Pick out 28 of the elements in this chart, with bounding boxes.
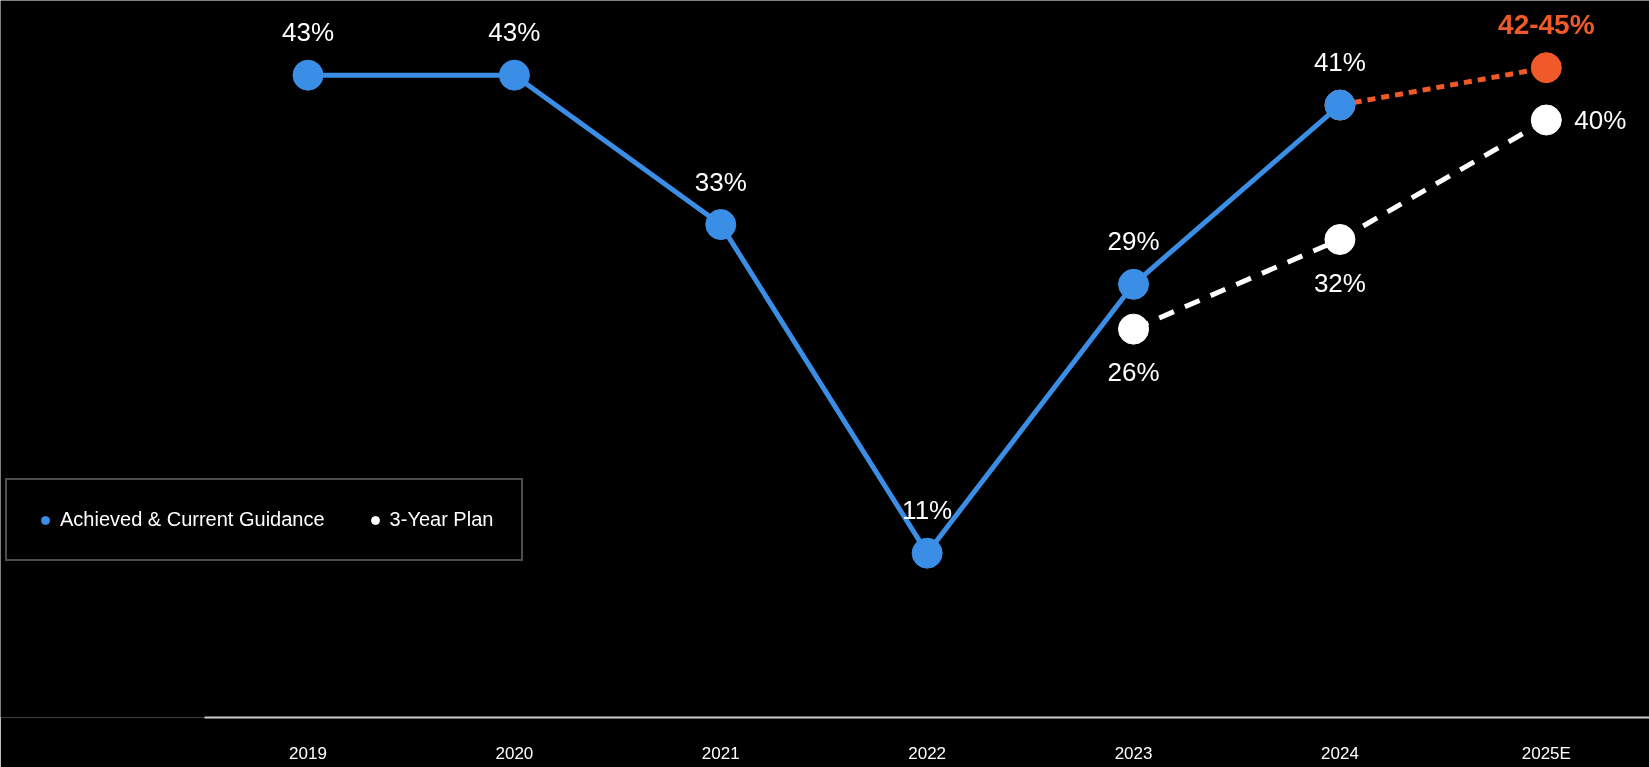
- data-label: 26%: [1107, 357, 1160, 388]
- legend-label: 3-Year Plan: [389, 508, 494, 531]
- point: [1530, 52, 1562, 84]
- point: [1324, 224, 1356, 255]
- point: [292, 59, 324, 91]
- point: [498, 59, 530, 91]
- x-tick-label: 2022: [908, 743, 947, 763]
- x-tick-label: 2025E: [1521, 743, 1571, 763]
- point: [1118, 268, 1150, 300]
- data-label: 32%: [1313, 267, 1366, 298]
- point: [705, 209, 737, 241]
- annotation: 42-45%: [1498, 8, 1595, 40]
- x-tick-label: 2019: [289, 743, 327, 763]
- data-label: 43%: [281, 17, 335, 48]
- data-label: 43%: [488, 17, 541, 48]
- x-tick-label: 2020: [495, 743, 534, 763]
- data-label: 40%: [1574, 105, 1627, 135]
- x-tick-label: 2023: [1114, 743, 1153, 763]
- x-tick-label: 2024: [1321, 743, 1359, 763]
- point: [1530, 104, 1562, 136]
- data-label: 29%: [1107, 226, 1160, 257]
- point: [911, 537, 943, 569]
- x-tick-label: 2021: [701, 743, 740, 763]
- legend-label: Achieved & Current Guidance: [60, 508, 325, 531]
- data-label: 41%: [1313, 47, 1366, 78]
- point: [1118, 313, 1150, 345]
- data-label: 33%: [694, 166, 747, 197]
- data-label: 11%: [902, 495, 953, 526]
